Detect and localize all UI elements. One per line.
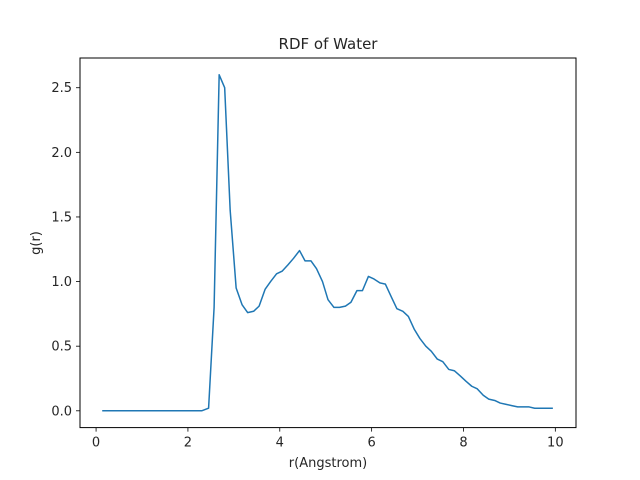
x-tick-label: 10	[547, 436, 564, 451]
x-tick-label: 4	[276, 436, 284, 451]
chart-title: RDF of Water	[279, 35, 379, 53]
y-tick-label: 2.0	[51, 146, 72, 161]
y-axis-label: g(r)	[29, 231, 44, 255]
y-tick-label: 2.5	[51, 81, 72, 96]
x-tick-label: 8	[459, 436, 467, 451]
y-tick-label: 0.0	[51, 404, 72, 419]
y-axis: 0.0 0.5 1.0 1.5 2.0 2.5	[51, 81, 80, 419]
y-tick-label: 1.0	[51, 275, 72, 290]
x-axis-label: r(Angstrom)	[289, 456, 367, 471]
x-tick-label: 0	[92, 436, 100, 451]
series-line-gr	[102, 74, 553, 412]
x-axis: 0 2 4 6 8 10	[92, 427, 564, 451]
axes-frame	[79, 57, 577, 429]
y-tick-label: 1.5	[51, 210, 72, 225]
y-tick-label: 0.5	[51, 340, 72, 355]
x-tick-label: 2	[184, 436, 192, 451]
x-tick-label: 6	[367, 436, 375, 451]
plot-area	[102, 74, 553, 412]
